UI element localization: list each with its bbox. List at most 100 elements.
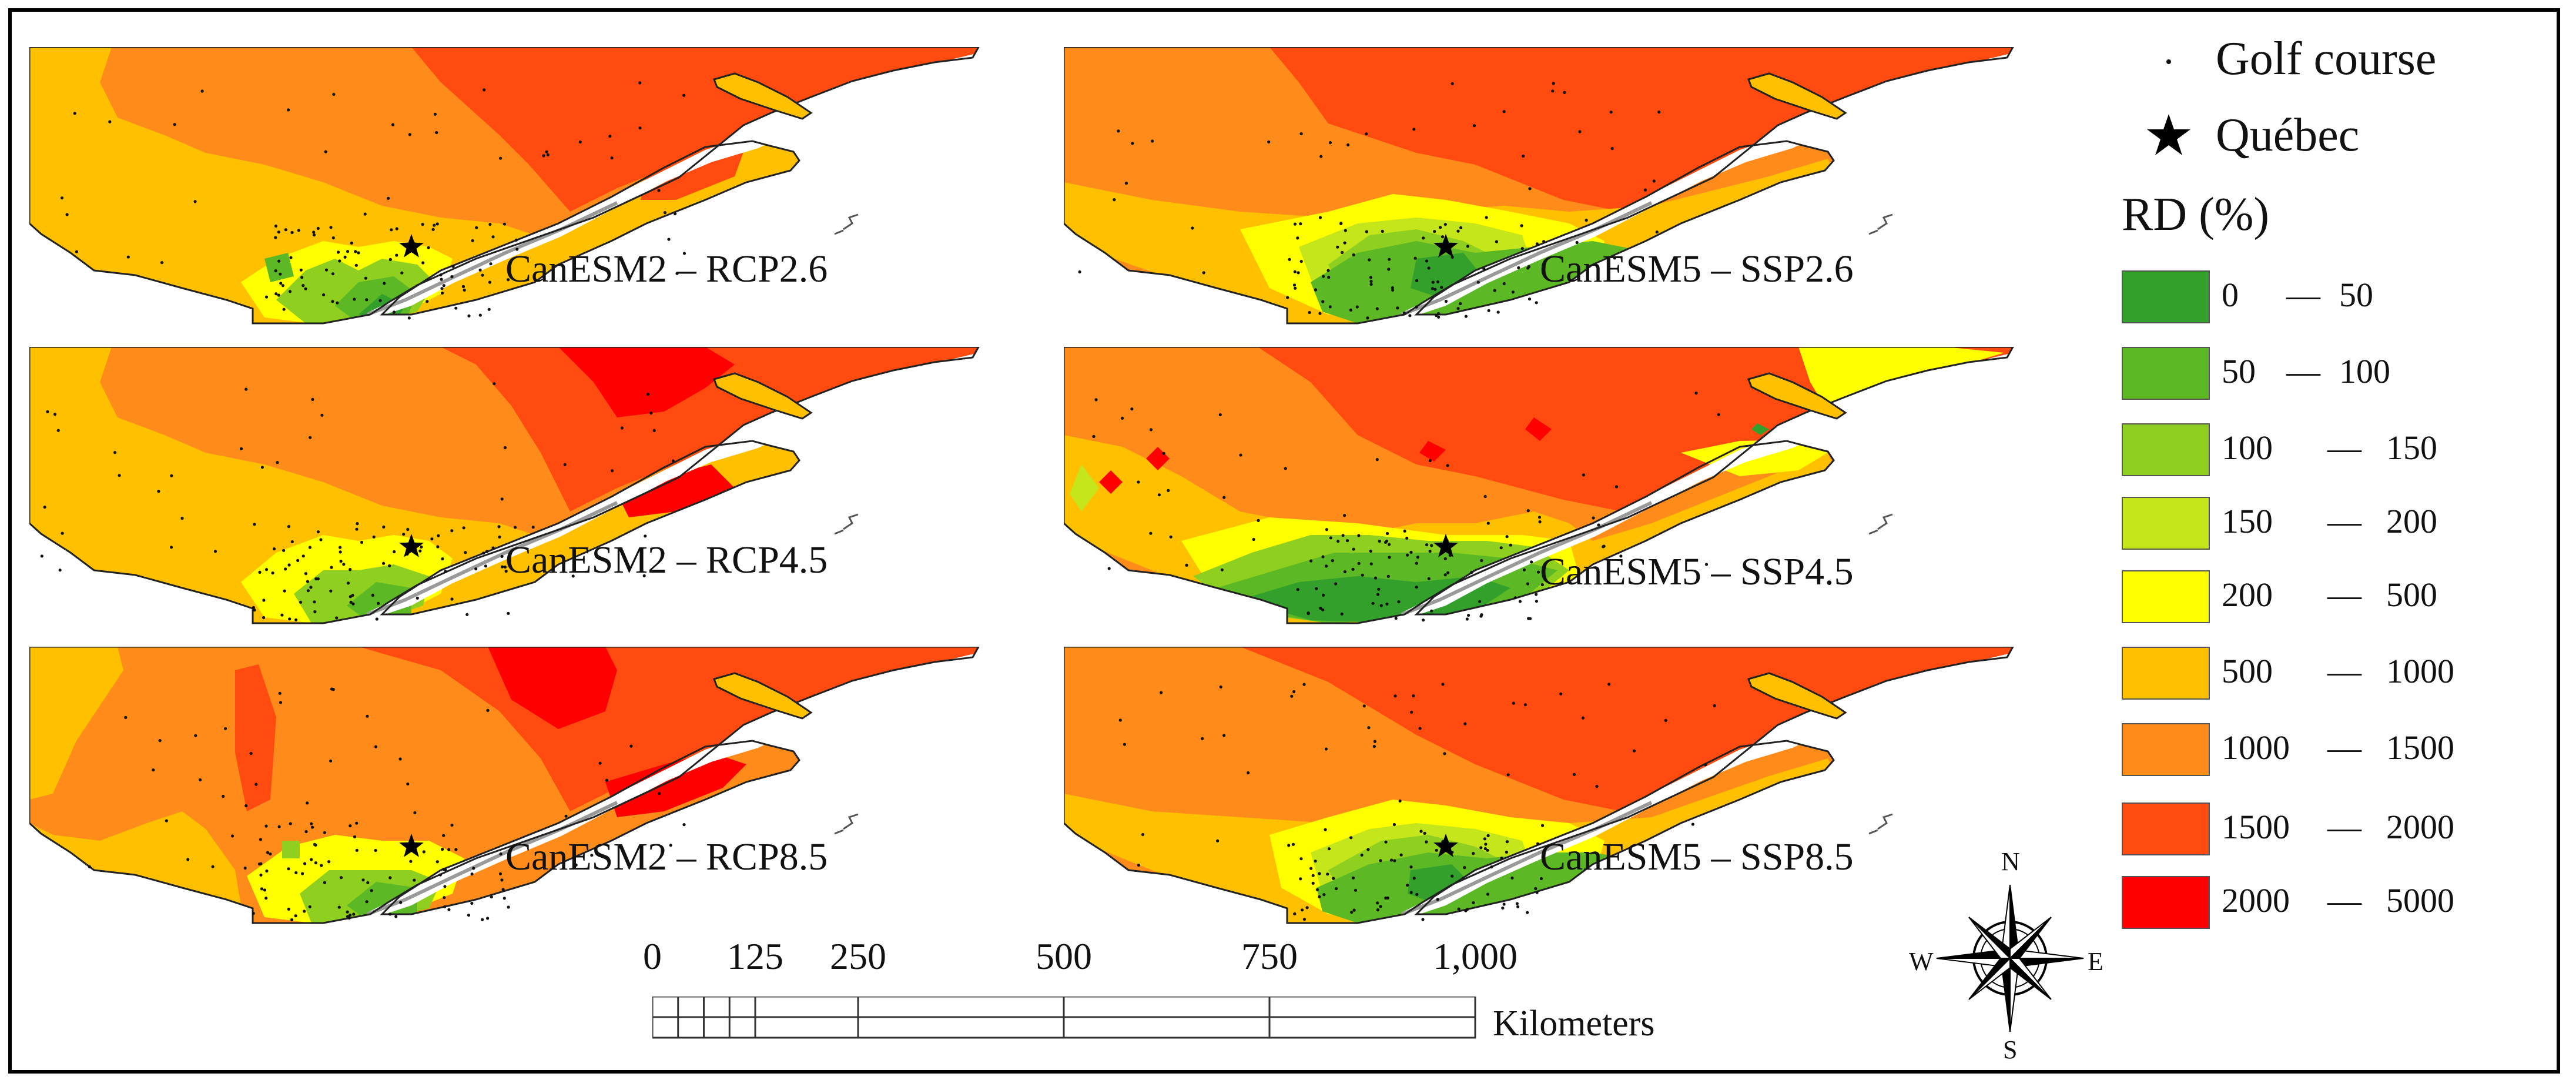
golf-course-dot bbox=[499, 156, 503, 160]
golf-course-dot bbox=[1094, 398, 1098, 402]
golf-course-dot bbox=[1613, 256, 1616, 260]
golf-course-dot bbox=[1352, 908, 1356, 912]
golf-course-dot bbox=[1428, 459, 1432, 463]
golf-course-dot bbox=[652, 429, 656, 432]
golf-course-dot bbox=[1390, 858, 1393, 862]
golf-course-dot bbox=[124, 715, 128, 719]
golf-course-dot bbox=[314, 843, 317, 847]
golf-course-dot bbox=[198, 778, 202, 782]
rd-class-region bbox=[1070, 464, 1099, 511]
golf-course-dot bbox=[299, 600, 303, 604]
golf-course-dot bbox=[1322, 893, 1326, 897]
golf-course-dot bbox=[1522, 568, 1526, 571]
golf-course-dot bbox=[1391, 288, 1395, 292]
golf-course-dot bbox=[1419, 830, 1423, 833]
golf-course-dot bbox=[1149, 428, 1153, 432]
golf-course-dot bbox=[1201, 737, 1204, 740]
golf-course-dot bbox=[169, 546, 173, 549]
golf-course-dot bbox=[1459, 302, 1462, 306]
golf-course-dot bbox=[487, 307, 491, 311]
golf-course-dot bbox=[1327, 276, 1331, 279]
golf-course-dot bbox=[253, 608, 256, 612]
golf-course-dot bbox=[1371, 601, 1375, 605]
golf-course-dot bbox=[323, 881, 326, 884]
golf-course-dot bbox=[574, 863, 578, 867]
golf-course-dot bbox=[398, 757, 402, 761]
golf-course-dot bbox=[1307, 612, 1310, 616]
golf-course-dot bbox=[1664, 718, 1667, 722]
golf-course-dot bbox=[342, 563, 346, 566]
rd-class-region bbox=[347, 882, 417, 923]
golf-course-dot bbox=[1528, 187, 1532, 190]
golf-course-dot bbox=[400, 271, 404, 275]
scale-tick-label: 1,000 bbox=[1433, 935, 1518, 977]
golf-course-dot bbox=[481, 918, 484, 921]
golf-course-dot bbox=[485, 550, 488, 553]
golf-course-dot bbox=[1502, 282, 1506, 286]
legend-swatch bbox=[2122, 723, 2210, 776]
golf-course-dot bbox=[462, 526, 465, 530]
golf-course-dot bbox=[1485, 216, 1488, 219]
golf-course-dot bbox=[392, 310, 396, 314]
golf-course-dot bbox=[1440, 286, 1443, 289]
golf-course-dot bbox=[282, 307, 286, 311]
golf-course-dot bbox=[388, 912, 392, 916]
golf-course-dot bbox=[1542, 240, 1546, 243]
golf-course-dot bbox=[1308, 310, 1311, 315]
golf-course-dot bbox=[277, 293, 280, 297]
golf-course-dot bbox=[1376, 593, 1379, 596]
golf-course-dot bbox=[289, 256, 293, 259]
rd-class-region bbox=[29, 647, 123, 800]
golf-course-dot bbox=[1297, 271, 1300, 275]
golf-course-dot bbox=[1385, 539, 1388, 543]
legend-range-dash: — bbox=[2327, 728, 2361, 767]
golf-course-dot bbox=[353, 297, 356, 301]
golf-course-dot bbox=[498, 872, 503, 875]
golf-course-dot bbox=[644, 534, 647, 538]
magdalen-islands bbox=[834, 213, 859, 235]
golf-course-dot bbox=[1582, 473, 1585, 477]
golf-course-dot bbox=[1376, 901, 1379, 905]
golf-course-dot bbox=[1513, 596, 1517, 600]
golf-course-dot bbox=[682, 823, 686, 827]
golf-course-dot bbox=[1301, 908, 1304, 912]
legend-range-high: 150 bbox=[2386, 429, 2437, 467]
golf-course-dot bbox=[451, 265, 455, 268]
golf-course-dot bbox=[1293, 270, 1297, 273]
mainland-outline bbox=[1064, 347, 2014, 624]
scale-unit-label: Kilometers bbox=[1493, 1004, 1655, 1044]
golf-course-dot bbox=[605, 778, 609, 782]
golf-course-dot bbox=[383, 282, 386, 285]
legend-range-dash: — bbox=[2327, 576, 2361, 614]
golf-course-dot bbox=[1516, 905, 1520, 908]
golf-course-dot bbox=[265, 869, 269, 873]
map-panel-canesm5-ssp26: CanESM5 – SSP2.6 bbox=[1064, 47, 2028, 353]
legend-swatch bbox=[2122, 803, 2210, 855]
golf-course-dot bbox=[1704, 563, 1709, 566]
compass-rose: N S E W bbox=[1909, 847, 2104, 1070]
golf-course-dot bbox=[1373, 740, 1376, 743]
golf-course-dot bbox=[1436, 280, 1440, 283]
golf-course-dot bbox=[371, 593, 375, 597]
golf-course-dot bbox=[1309, 867, 1313, 870]
golf-course-dot bbox=[399, 901, 403, 904]
golf-course-dot bbox=[1493, 289, 1496, 292]
legend-range-dash: — bbox=[2327, 429, 2361, 467]
golf-course-dot bbox=[1113, 198, 1116, 202]
golf-course-dot bbox=[1361, 573, 1364, 577]
golf-course-dot bbox=[1486, 848, 1489, 852]
golf-course-dot bbox=[1314, 288, 1318, 292]
golf-course-dot bbox=[1526, 582, 1530, 586]
golf-course-dot bbox=[427, 246, 430, 249]
golf-course-dot bbox=[437, 534, 440, 537]
golf-course-dot bbox=[1430, 544, 1433, 547]
golf-course-dot bbox=[491, 546, 495, 550]
scale-bar: 0 125 250 500 750 1,000 Kilometers bbox=[617, 935, 1734, 1052]
golf-course-dot bbox=[421, 223, 424, 226]
map-panel-canesm5-ssp45: CanESM5 – SSP4.5 bbox=[1064, 347, 2028, 653]
golf-course-dot bbox=[335, 616, 339, 620]
legend-range-dash: — bbox=[2327, 881, 2361, 920]
golf-course-dot bbox=[501, 888, 505, 891]
golf-course-dot bbox=[438, 873, 442, 877]
golf-course-dot bbox=[108, 120, 112, 123]
